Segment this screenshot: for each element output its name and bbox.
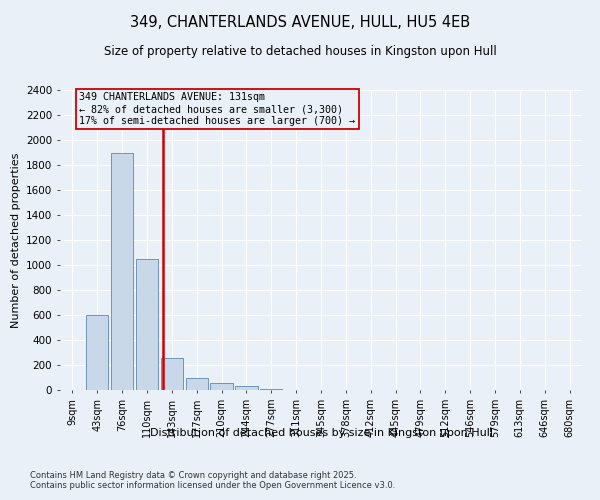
Bar	[211, 383, 233, 390]
Text: 349 CHANTERLANDS AVENUE: 131sqm
← 82% of detached houses are smaller (3,300)
17%: 349 CHANTERLANDS AVENUE: 131sqm ← 82% of…	[79, 92, 355, 126]
Bar	[136, 259, 158, 390]
Bar	[161, 358, 183, 390]
Bar	[86, 315, 109, 390]
Text: 349, CHANTERLANDS AVENUE, HULL, HU5 4EB: 349, CHANTERLANDS AVENUE, HULL, HU5 4EB	[130, 15, 470, 30]
Text: Contains HM Land Registry data © Crown copyright and database right 2025.
Contai: Contains HM Land Registry data © Crown c…	[30, 470, 395, 490]
Y-axis label: Number of detached properties: Number of detached properties	[11, 152, 20, 328]
Text: Size of property relative to detached houses in Kingston upon Hull: Size of property relative to detached ho…	[104, 45, 496, 58]
Bar	[185, 378, 208, 390]
Bar	[111, 152, 133, 390]
Bar	[235, 386, 257, 390]
Text: Distribution of detached houses by size in Kingston upon Hull: Distribution of detached houses by size …	[149, 428, 493, 438]
